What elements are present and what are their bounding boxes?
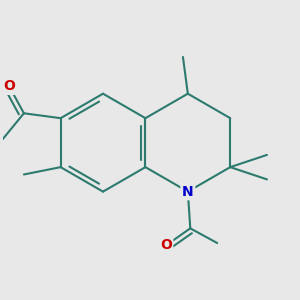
Text: O: O xyxy=(3,79,15,93)
Text: O: O xyxy=(160,238,172,253)
Text: N: N xyxy=(182,184,194,199)
